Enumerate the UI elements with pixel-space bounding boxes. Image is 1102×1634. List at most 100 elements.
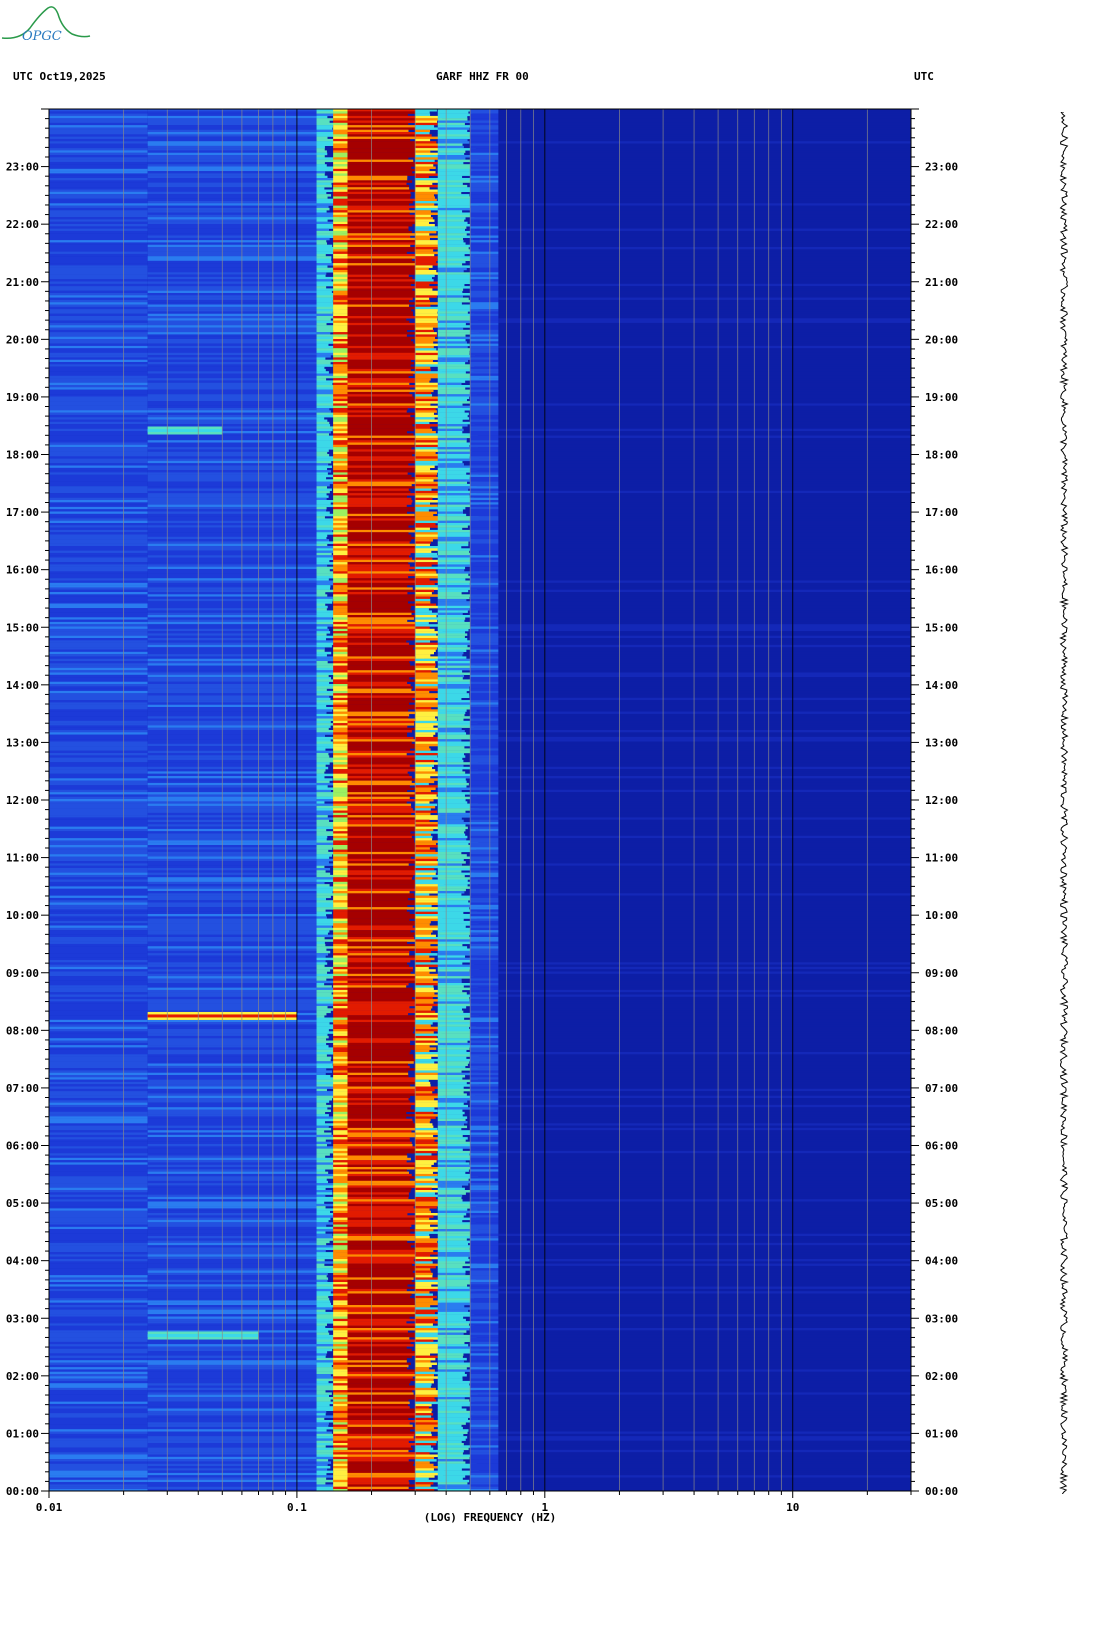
spectrogram-cell <box>498 444 911 448</box>
spectrogram-cell <box>49 842 148 846</box>
spectrogram-cell <box>147 743 317 747</box>
spectrogram-cell <box>415 134 432 137</box>
spectrogram-cell <box>470 578 499 581</box>
spectrogram-cell <box>49 1022 148 1025</box>
spectrogram-cell <box>437 111 469 114</box>
spectrogram-cell <box>49 964 148 968</box>
spectrogram-cell <box>415 178 444 181</box>
spectrogram-cell <box>147 628 317 632</box>
spectrogram-cell <box>415 483 445 487</box>
spectrogram-cell <box>437 410 465 413</box>
spectrogram-cell <box>347 730 412 733</box>
spectrogram-cell <box>415 244 439 248</box>
spectrogram-cell <box>49 408 148 411</box>
spectrogram-cell <box>147 497 317 501</box>
spectrogram-cell <box>347 927 418 931</box>
spectrogram-cell <box>333 589 348 593</box>
spectrogram-cell <box>316 727 329 731</box>
spectrogram-cell <box>347 1075 409 1078</box>
spectrogram-cell <box>347 1261 417 1264</box>
spectrogram-cell <box>49 212 148 215</box>
spectrogram-cell <box>470 120 499 123</box>
spectrogram-cell <box>49 847 148 850</box>
spectrogram-cell <box>49 999 148 1002</box>
spectrogram-cell <box>147 205 317 209</box>
spectrogram-cell <box>147 1486 317 1490</box>
spectrogram-cell <box>49 1206 148 1209</box>
spectrogram-cell <box>415 1070 447 1073</box>
spectrogram-cell <box>316 776 325 779</box>
spectrogram-cell <box>49 543 148 547</box>
spectrogram-cell <box>415 826 446 830</box>
spectrogram-cell <box>333 1456 348 1460</box>
spectrogram-cell <box>316 516 325 519</box>
spectrogram-cell <box>347 493 420 496</box>
spectrogram-cell <box>147 1224 317 1227</box>
spectrogram-cell <box>147 343 317 347</box>
spectrogram-cell <box>147 527 317 531</box>
spectrogram-cell <box>470 672 499 675</box>
spectrogram-cell <box>316 980 340 984</box>
spectrogram-cell <box>437 339 466 342</box>
spectrogram-cell <box>49 182 148 186</box>
spectrogram-cell <box>333 950 348 954</box>
spectrogram-cell <box>333 999 348 1002</box>
spectrogram-cell <box>49 1109 148 1112</box>
spectrogram-cell <box>437 785 467 788</box>
spectrogram-cell <box>347 822 416 825</box>
spectrogram-cell <box>437 546 462 549</box>
spectrogram-cell <box>147 1022 317 1025</box>
spectrogram-cell <box>316 900 338 903</box>
spectrogram-cell <box>147 525 317 528</box>
spectrogram-cell <box>316 621 338 625</box>
spectrogram-cell <box>470 1033 499 1037</box>
spectrogram-cell <box>470 543 499 547</box>
spectrogram-cell <box>147 424 317 427</box>
spectrogram-cell <box>316 196 328 199</box>
spectrogram-cell <box>470 845 499 848</box>
spectrogram-cell <box>147 1288 317 1292</box>
spectrogram-cell <box>316 1042 327 1046</box>
spectrogram-cell <box>49 230 148 234</box>
spectrogram-cell <box>347 118 420 121</box>
spectrogram-cell <box>347 812 412 816</box>
spectrogram-cell <box>470 148 499 151</box>
spectrogram-cell <box>49 125 148 128</box>
spectrogram-cell <box>470 205 499 209</box>
spectrogram-cell <box>347 950 410 954</box>
spectrogram-cell <box>470 1160 499 1163</box>
spectrogram-cell <box>415 1360 431 1363</box>
spectrogram-cell <box>415 1351 442 1354</box>
spectrogram-cell <box>147 437 317 441</box>
spectrogram-cell <box>347 1401 410 1405</box>
spectrogram-cell <box>470 789 499 793</box>
spectrogram-cell <box>415 741 445 744</box>
spectrogram-cell <box>49 467 148 471</box>
spectrogram-cell <box>49 152 148 156</box>
spectrogram-cell <box>333 1033 348 1037</box>
spectrogram-cell <box>347 449 419 452</box>
spectrogram-cell <box>347 610 420 613</box>
spectrogram-cell <box>437 341 467 344</box>
spectrogram-cell <box>49 1362 148 1365</box>
spectrogram-cell <box>49 1176 148 1179</box>
spectrogram-cell <box>470 299 499 303</box>
spectrogram-cell <box>49 113 148 117</box>
spectrogram-cell <box>147 182 317 186</box>
spectrogram-cell <box>316 109 341 112</box>
spectrogram-cell <box>498 500 911 503</box>
spectrogram-cell <box>415 1438 439 1441</box>
spectrogram-cell <box>347 1399 409 1402</box>
spectrogram-cell <box>333 1443 348 1446</box>
spectrogram-cell <box>470 486 499 489</box>
spectrogram-cell <box>470 304 499 307</box>
spectrogram-cell <box>316 148 325 151</box>
spectrogram-cell <box>347 757 420 761</box>
spectrogram-cell <box>498 339 911 342</box>
spectrogram-cell <box>147 1374 317 1377</box>
spectrogram-cell <box>415 1098 435 1101</box>
spectrogram-cell <box>49 431 148 434</box>
spectrogram-cell <box>347 983 409 986</box>
spectrogram-cell <box>347 895 423 899</box>
spectrogram-cell <box>333 1309 348 1313</box>
